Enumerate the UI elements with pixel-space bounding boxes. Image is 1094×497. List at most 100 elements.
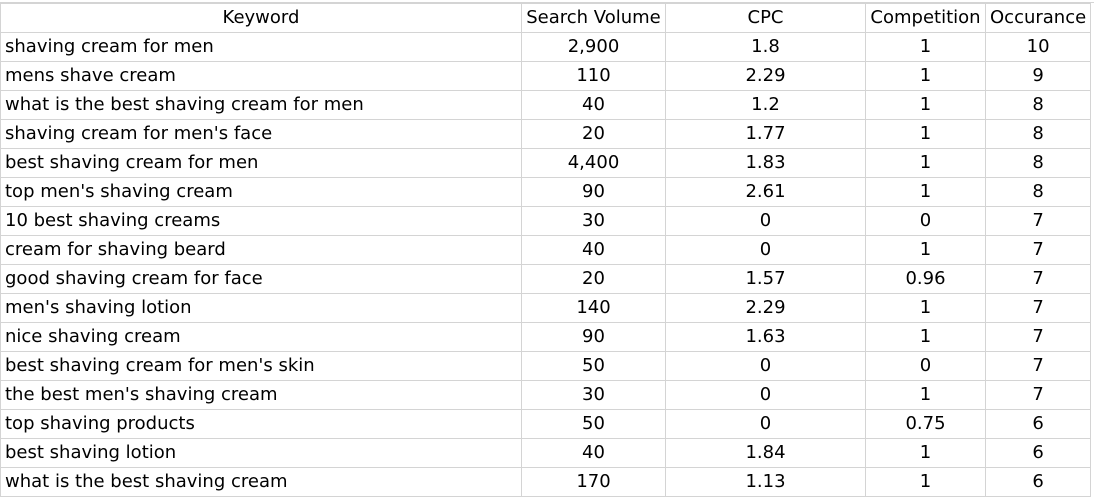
cell-keyword[interactable]: best shaving cream for men's skin <box>0 351 522 381</box>
table-row: 10 best shaving creams 30 0 0 7 <box>0 206 1092 236</box>
cell-keyword[interactable]: shaving cream for men's face <box>0 119 522 149</box>
cell-competition[interactable]: 1 <box>865 380 986 410</box>
cell-cpc[interactable]: 1.83 <box>665 148 866 178</box>
cell-cpc[interactable]: 1.13 <box>665 467 866 497</box>
cell-keyword[interactable]: nice shaving cream <box>0 322 522 352</box>
header-row: Keyword Search Volume CPC Competition Oc… <box>0 3 1092 33</box>
header-keyword[interactable]: Keyword <box>0 3 522 33</box>
cell-search-volume[interactable]: 50 <box>521 351 666 381</box>
cell-search-volume[interactable]: 110 <box>521 61 666 91</box>
cell-occurance[interactable]: 9 <box>984 61 1092 91</box>
cell-occurance[interactable]: 7 <box>984 322 1092 352</box>
cell-competition[interactable]: 1 <box>865 61 986 91</box>
cell-occurance[interactable]: 7 <box>984 351 1092 381</box>
cell-competition[interactable]: 1 <box>865 322 986 352</box>
cell-keyword[interactable]: best shaving cream for men <box>0 148 522 178</box>
cell-occurance[interactable]: 10 <box>984 32 1092 62</box>
header-competition[interactable]: Competition <box>865 3 986 33</box>
cell-competition[interactable]: 0.75 <box>865 409 986 439</box>
cell-keyword[interactable]: good shaving cream for face <box>0 264 522 294</box>
cell-occurance[interactable]: 8 <box>984 148 1092 178</box>
cell-search-volume[interactable]: 20 <box>521 264 666 294</box>
cell-occurance[interactable]: 7 <box>984 380 1092 410</box>
cell-cpc[interactable]: 1.8 <box>665 32 866 62</box>
cell-occurance[interactable]: 6 <box>984 467 1092 497</box>
table-row: top men's shaving cream 90 2.61 1 8 <box>0 177 1092 207</box>
cell-keyword[interactable]: shaving cream for men <box>0 32 522 62</box>
cell-keyword[interactable]: what is the best shaving cream for men <box>0 90 522 120</box>
cell-occurance[interactable]: 6 <box>984 438 1092 468</box>
cell-search-volume[interactable]: 140 <box>521 293 666 323</box>
cell-search-volume[interactable]: 40 <box>521 438 666 468</box>
cell-cpc[interactable]: 1.63 <box>665 322 866 352</box>
cell-search-volume[interactable]: 90 <box>521 322 666 352</box>
cell-search-volume[interactable]: 90 <box>521 177 666 207</box>
cell-keyword[interactable]: men's shaving lotion <box>0 293 522 323</box>
table-row: mens shave cream 110 2.29 1 9 <box>0 61 1092 91</box>
cell-keyword[interactable]: 10 best shaving creams <box>0 206 522 236</box>
cell-keyword[interactable]: the best men's shaving cream <box>0 380 522 410</box>
sheet-top-edge <box>0 0 1094 3</box>
cell-cpc[interactable]: 0 <box>665 235 866 265</box>
cell-occurance[interactable]: 8 <box>984 90 1092 120</box>
cell-competition[interactable]: 0.96 <box>865 264 986 294</box>
table-row: what is the best shaving cream 170 1.13 1 6 <box>0 467 1092 497</box>
cell-competition[interactable]: 1 <box>865 119 986 149</box>
table-row: best shaving cream for men's skin 50 0 0 7 <box>0 351 1092 381</box>
cell-cpc[interactable]: 1.57 <box>665 264 866 294</box>
cell-cpc[interactable]: 0 <box>665 351 866 381</box>
table-row: nice shaving cream 90 1.63 1 7 <box>0 322 1092 352</box>
cell-keyword[interactable]: mens shave cream <box>0 61 522 91</box>
cell-competition[interactable]: 1 <box>865 90 986 120</box>
cell-competition[interactable]: 1 <box>865 148 986 178</box>
cell-occurance[interactable]: 8 <box>984 119 1092 149</box>
cell-occurance[interactable]: 7 <box>984 293 1092 323</box>
cell-occurance[interactable]: 7 <box>984 235 1092 265</box>
cell-cpc[interactable]: 0 <box>665 380 866 410</box>
cell-competition[interactable]: 1 <box>865 177 986 207</box>
table-row: best shaving cream for men 4,400 1.83 1 8 <box>0 148 1092 178</box>
cell-keyword[interactable]: what is the best shaving cream <box>0 467 522 497</box>
cell-search-volume[interactable]: 50 <box>521 409 666 439</box>
cell-search-volume[interactable]: 4,400 <box>521 148 666 178</box>
cell-keyword[interactable]: best shaving lotion <box>0 438 522 468</box>
cell-competition[interactable]: 1 <box>865 32 986 62</box>
cell-keyword[interactable]: top men's shaving cream <box>0 177 522 207</box>
cell-cpc[interactable]: 1.84 <box>665 438 866 468</box>
cell-competition[interactable]: 1 <box>865 467 986 497</box>
cell-cpc[interactable]: 1.77 <box>665 119 866 149</box>
cell-cpc[interactable]: 0 <box>665 206 866 236</box>
cell-search-volume[interactable]: 2,900 <box>521 32 666 62</box>
cell-occurance[interactable]: 8 <box>984 177 1092 207</box>
table-row: shaving cream for men's face 20 1.77 1 8 <box>0 119 1092 149</box>
cell-competition[interactable]: 0 <box>865 206 986 236</box>
cell-search-volume[interactable]: 40 <box>521 90 666 120</box>
header-search-volume[interactable]: Search Volume <box>521 3 666 33</box>
cell-occurance[interactable]: 7 <box>984 206 1092 236</box>
cell-occurance[interactable]: 7 <box>984 264 1092 294</box>
cell-cpc[interactable]: 1.2 <box>665 90 866 120</box>
cell-search-volume[interactable]: 40 <box>521 235 666 265</box>
table-row: good shaving cream for face 20 1.57 0.96 7 <box>0 264 1092 294</box>
cell-cpc[interactable]: 2.61 <box>665 177 866 207</box>
table-row: top shaving products 50 0 0.75 6 <box>0 409 1092 439</box>
cell-competition[interactable]: 1 <box>865 235 986 265</box>
table-row: best shaving lotion 40 1.84 1 6 <box>0 438 1092 468</box>
header-occurance[interactable]: Occurance <box>984 3 1092 33</box>
cell-cpc[interactable]: 0 <box>665 409 866 439</box>
cell-search-volume[interactable]: 30 <box>521 380 666 410</box>
cell-occurance[interactable]: 6 <box>984 409 1092 439</box>
header-cpc[interactable]: CPC <box>665 3 866 33</box>
cell-competition[interactable]: 1 <box>865 293 986 323</box>
cell-keyword[interactable]: cream for shaving beard <box>0 235 522 265</box>
cell-search-volume[interactable]: 20 <box>521 119 666 149</box>
cell-search-volume[interactable]: 30 <box>521 206 666 236</box>
cell-search-volume[interactable]: 170 <box>521 467 666 497</box>
table-row: what is the best shaving cream for men 40… <box>0 90 1092 120</box>
cell-keyword[interactable]: top shaving products <box>0 409 522 439</box>
cell-cpc[interactable]: 2.29 <box>665 61 866 91</box>
cell-cpc[interactable]: 2.29 <box>665 293 866 323</box>
keyword-table: Keyword Search Volume CPC Competition Oc… <box>0 3 1092 497</box>
cell-competition[interactable]: 1 <box>865 438 986 468</box>
cell-competition[interactable]: 0 <box>865 351 986 381</box>
